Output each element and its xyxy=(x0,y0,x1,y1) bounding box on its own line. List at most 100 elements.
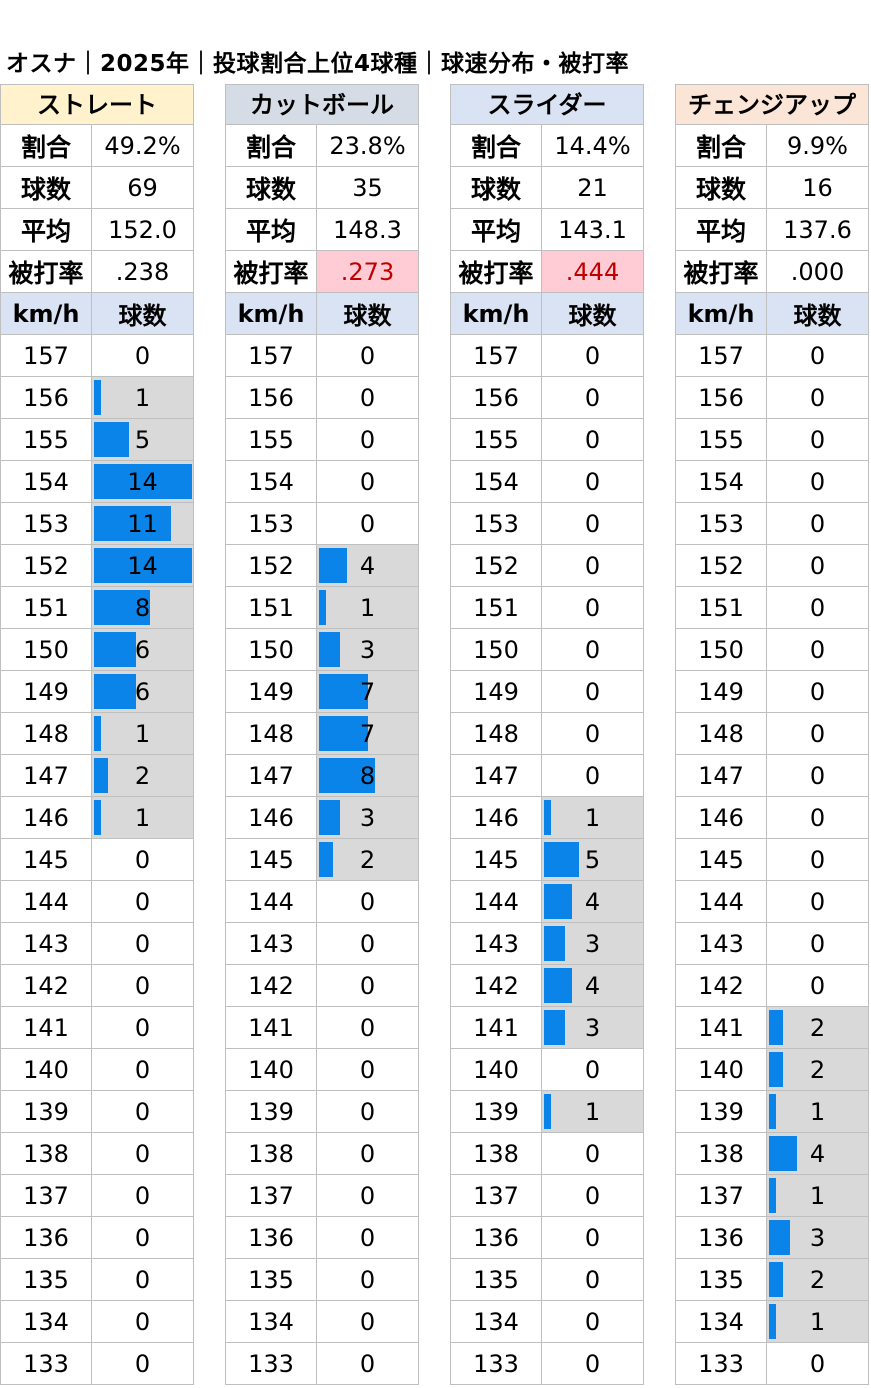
count-cell: 0 xyxy=(317,881,419,923)
count-bar xyxy=(94,548,192,583)
count-cell: 3 xyxy=(317,629,419,671)
count-value: 0 xyxy=(134,887,151,916)
stat-value: 21 xyxy=(542,167,644,209)
count-bar xyxy=(94,464,192,499)
count-value: 1 xyxy=(584,1097,601,1126)
speed-row: 142 0 xyxy=(225,965,419,1007)
count-column-header: 球数 xyxy=(542,293,644,335)
stat-value: .273 xyxy=(317,251,419,293)
speed-column-header: km/h xyxy=(225,293,317,335)
count-cell: 6 xyxy=(92,629,194,671)
speed-row: 142 0 xyxy=(675,965,869,1007)
count-bar xyxy=(94,674,136,709)
stat-label: 球数 xyxy=(450,167,542,209)
count-value: 0 xyxy=(134,1307,151,1336)
stat-value: 137.6 xyxy=(767,209,869,251)
count-bar xyxy=(94,800,101,835)
count-value: 0 xyxy=(584,677,601,706)
count-cell: 11 xyxy=(92,503,194,545)
count-cell: 0 xyxy=(317,461,419,503)
count-value: 0 xyxy=(359,341,376,370)
speed-row: 147 0 xyxy=(450,755,644,797)
speed-value: 136 xyxy=(225,1217,317,1259)
stat-value: .238 xyxy=(92,251,194,293)
stat-label: 球数 xyxy=(0,167,92,209)
stat-value: 148.3 xyxy=(317,209,419,251)
count-value: 0 xyxy=(359,887,376,916)
speed-value: 153 xyxy=(675,503,767,545)
stat-value: .444 xyxy=(542,251,644,293)
count-cell: 1 xyxy=(542,1091,644,1133)
stat-label: 割合 xyxy=(675,125,767,167)
speed-row: 154 0 xyxy=(675,461,869,503)
count-bar xyxy=(94,422,129,457)
speed-row: 138 0 xyxy=(225,1133,419,1175)
speed-row: 146 0 xyxy=(675,797,869,839)
speed-value: 152 xyxy=(225,545,317,587)
distribution-header-row: km/h 球数 xyxy=(450,293,644,335)
speed-value: 138 xyxy=(675,1133,767,1175)
count-bar xyxy=(769,1136,797,1171)
count-value: 0 xyxy=(584,341,601,370)
speed-value: 155 xyxy=(450,419,542,461)
speed-row: 145 0 xyxy=(0,839,194,881)
speed-row: 157 0 xyxy=(225,335,419,377)
speed-value: 134 xyxy=(225,1301,317,1343)
speed-value: 154 xyxy=(0,461,92,503)
stat-value: 152.0 xyxy=(92,209,194,251)
speed-value: 142 xyxy=(675,965,767,1007)
count-bar xyxy=(544,842,579,877)
count-cell: 0 xyxy=(542,1133,644,1175)
speed-row: 138 0 xyxy=(0,1133,194,1175)
speed-value: 156 xyxy=(225,377,317,419)
count-column-header: 球数 xyxy=(767,293,869,335)
count-cell: 1 xyxy=(92,713,194,755)
count-bar xyxy=(94,380,101,415)
count-bar xyxy=(319,800,340,835)
speed-row: 137 0 xyxy=(0,1175,194,1217)
speed-row: 133 0 xyxy=(0,1343,194,1385)
speed-row: 157 0 xyxy=(450,335,644,377)
speed-row: 154 0 xyxy=(225,461,419,503)
count-value: 0 xyxy=(809,467,826,496)
speed-value: 156 xyxy=(450,377,542,419)
speed-row: 149 6 xyxy=(0,671,194,713)
count-cell: 1 xyxy=(92,797,194,839)
count-value: 0 xyxy=(809,887,826,916)
count-value: 0 xyxy=(809,677,826,706)
count-cell: 0 xyxy=(542,1301,644,1343)
count-value: 2 xyxy=(809,1013,826,1042)
count-cell: 0 xyxy=(92,1217,194,1259)
speed-value: 156 xyxy=(675,377,767,419)
stat-row-count: 球数 21 xyxy=(450,167,644,209)
stat-label: 割合 xyxy=(0,125,92,167)
count-value: 11 xyxy=(127,509,158,538)
speed-value: 141 xyxy=(225,1007,317,1049)
speed-row: 146 3 xyxy=(225,797,419,839)
count-cell: 3 xyxy=(317,797,419,839)
stat-label: 平均 xyxy=(450,209,542,251)
speed-value: 154 xyxy=(675,461,767,503)
count-cell: 3 xyxy=(542,923,644,965)
speed-value: 137 xyxy=(0,1175,92,1217)
count-value: 1 xyxy=(134,803,151,832)
count-cell: 0 xyxy=(767,671,869,713)
stat-value: 143.1 xyxy=(542,209,644,251)
count-cell: 1 xyxy=(542,797,644,839)
count-cell: 4 xyxy=(542,881,644,923)
pitch-panel: カットボール 割合 23.8% 球数 35 平均 148.3 被打率 .273 km/h 球数 157… xyxy=(225,84,419,1385)
speed-row: 136 0 xyxy=(0,1217,194,1259)
speed-row: 156 0 xyxy=(675,377,869,419)
stat-label: 割合 xyxy=(225,125,317,167)
count-value: 0 xyxy=(134,1139,151,1168)
count-cell: 2 xyxy=(767,1259,869,1301)
stat-label: 平均 xyxy=(225,209,317,251)
stat-row-avg: 平均 137.6 xyxy=(675,209,869,251)
count-cell: 1 xyxy=(92,377,194,419)
speed-row: 141 3 xyxy=(450,1007,644,1049)
speed-value: 145 xyxy=(450,839,542,881)
speed-row: 147 8 xyxy=(225,755,419,797)
speed-value: 147 xyxy=(225,755,317,797)
count-cell: 14 xyxy=(92,461,194,503)
speed-column-header: km/h xyxy=(0,293,92,335)
